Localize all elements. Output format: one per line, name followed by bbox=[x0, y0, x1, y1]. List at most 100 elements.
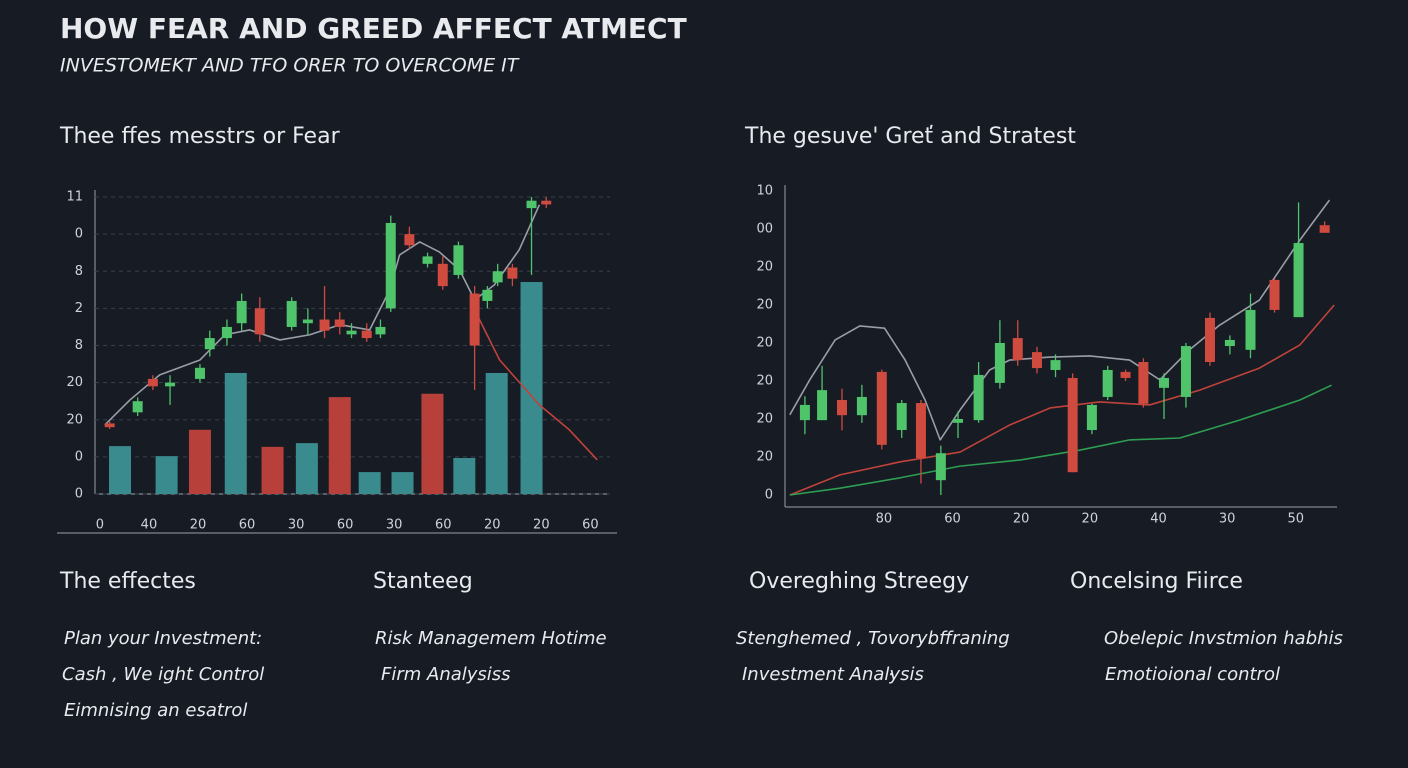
y-tick-label: 20 bbox=[756, 336, 773, 351]
y-tick-label: 0 bbox=[75, 227, 83, 242]
section-heading: Oncelsing Fiirce bbox=[1070, 569, 1243, 594]
candle-body bbox=[836, 400, 847, 416]
bar bbox=[261, 446, 284, 494]
candle-body bbox=[104, 423, 115, 428]
candle-body bbox=[507, 267, 518, 279]
y-tick-label: 0 bbox=[75, 449, 83, 464]
candle-body bbox=[1050, 360, 1061, 370]
section-item: Obelepic Invstmion habhis bbox=[1104, 628, 1343, 649]
y-tick-label: 10 bbox=[756, 184, 773, 199]
x-tick-label: 20 bbox=[1013, 512, 1030, 527]
x-tick-label: 20 bbox=[1082, 512, 1099, 527]
bar bbox=[155, 456, 178, 494]
candle-body bbox=[1158, 377, 1169, 388]
bar bbox=[520, 282, 543, 494]
section-heading: Stanteeg bbox=[373, 569, 473, 594]
candle-body bbox=[1102, 369, 1113, 397]
x-tick-label: 30 bbox=[288, 518, 305, 533]
candle-body bbox=[469, 293, 480, 346]
candle-body bbox=[1319, 225, 1330, 233]
candle-body bbox=[147, 378, 158, 387]
candle-body bbox=[953, 419, 964, 423]
candle-body bbox=[453, 245, 464, 275]
candle-body bbox=[361, 330, 372, 339]
candle-body bbox=[526, 200, 537, 209]
y-tick-label: 20 bbox=[756, 374, 773, 389]
candle-body bbox=[492, 271, 503, 283]
candle-body bbox=[1180, 346, 1191, 397]
candle-body bbox=[132, 401, 143, 413]
candle-body bbox=[204, 338, 215, 350]
x-tick-label: 60 bbox=[435, 518, 452, 533]
section-item: Investment Anaŀysis bbox=[742, 664, 924, 685]
candle-body bbox=[254, 308, 265, 335]
section-item: Cash , We ight Control bbox=[62, 664, 264, 685]
candle-body bbox=[817, 390, 828, 421]
chart-title: Thee ffes messtrs or Fear bbox=[59, 124, 341, 149]
candle-body bbox=[896, 403, 907, 431]
bar bbox=[358, 472, 381, 494]
candle-body bbox=[165, 382, 176, 387]
y-tick-label: 20 bbox=[756, 450, 773, 465]
x-tick-label: 20 bbox=[533, 518, 550, 533]
x-tick-label: 80 bbox=[876, 512, 893, 527]
candle-body bbox=[1269, 279, 1280, 310]
y-tick-label: 20 bbox=[756, 412, 773, 427]
x-tick-label: 40 bbox=[141, 518, 158, 533]
x-tick-label: 30 bbox=[1219, 512, 1236, 527]
bar bbox=[421, 393, 444, 494]
x-tick-label: 30 bbox=[386, 518, 403, 533]
x-tick-label: 20 bbox=[484, 518, 501, 533]
candle-body bbox=[799, 404, 810, 421]
y-tick-label: 20 bbox=[756, 260, 773, 275]
x-tick-label: 60 bbox=[337, 518, 354, 533]
candle-body bbox=[1293, 243, 1304, 318]
y-tick-label: 8 bbox=[75, 338, 83, 353]
section-heading: The effectes bbox=[59, 569, 196, 594]
candle-body bbox=[319, 319, 330, 331]
x-tick-label: 60 bbox=[582, 518, 599, 533]
candle-body bbox=[1012, 338, 1023, 361]
y-tick-label: 0 bbox=[765, 488, 773, 503]
bar bbox=[224, 372, 247, 494]
candle-body bbox=[973, 374, 984, 421]
section-heading: Overeghing Streegy bbox=[749, 569, 969, 594]
candle-body bbox=[876, 371, 887, 445]
candle-body bbox=[1086, 404, 1097, 431]
candle-body bbox=[334, 319, 345, 327]
candle-body bbox=[302, 319, 313, 324]
candle-body bbox=[1067, 377, 1078, 473]
candle-body bbox=[1204, 317, 1215, 362]
x-tick-label: 60 bbox=[944, 512, 961, 527]
candle-body bbox=[422, 256, 433, 264]
chart-title: The gesuve' Greť and Stratest bbox=[744, 124, 1076, 149]
y-tick-label: 20 bbox=[756, 298, 773, 313]
section-item: Plan your Investment: bbox=[64, 628, 262, 649]
x-tick-label: 20 bbox=[190, 518, 207, 533]
y-tick-label: 0 bbox=[75, 487, 83, 502]
candle-body bbox=[194, 367, 205, 379]
bar bbox=[485, 372, 508, 494]
y-tick-label: 11 bbox=[66, 190, 83, 205]
candle-body bbox=[1138, 362, 1149, 404]
y-tick-label: 20 bbox=[66, 375, 83, 390]
candle-body bbox=[1224, 339, 1235, 347]
y-tick-label: 00 bbox=[756, 222, 773, 237]
candle-body bbox=[935, 453, 946, 481]
page-title: HOW FEAR AND GREED AFFECT ATMECT bbox=[60, 12, 687, 45]
candle-body bbox=[994, 343, 1005, 383]
section-item: Emotioional control bbox=[1105, 664, 1280, 685]
candle-body bbox=[385, 222, 396, 309]
candle-body bbox=[1120, 371, 1131, 378]
x-tick-label: 0 bbox=[96, 518, 104, 533]
candle-body bbox=[286, 300, 297, 327]
y-tick-label: 20 bbox=[66, 412, 83, 427]
section-item: Eimnising an esatrol bbox=[64, 700, 247, 721]
y-tick-label: 8 bbox=[75, 264, 83, 279]
candle-body bbox=[221, 326, 232, 339]
section-item: Stenghemed , Tovorybffraning bbox=[736, 628, 1010, 649]
x-tick-label: 60 bbox=[239, 518, 256, 533]
bar bbox=[328, 397, 351, 494]
section-item: Risk Managemem Hotime bbox=[375, 628, 607, 649]
